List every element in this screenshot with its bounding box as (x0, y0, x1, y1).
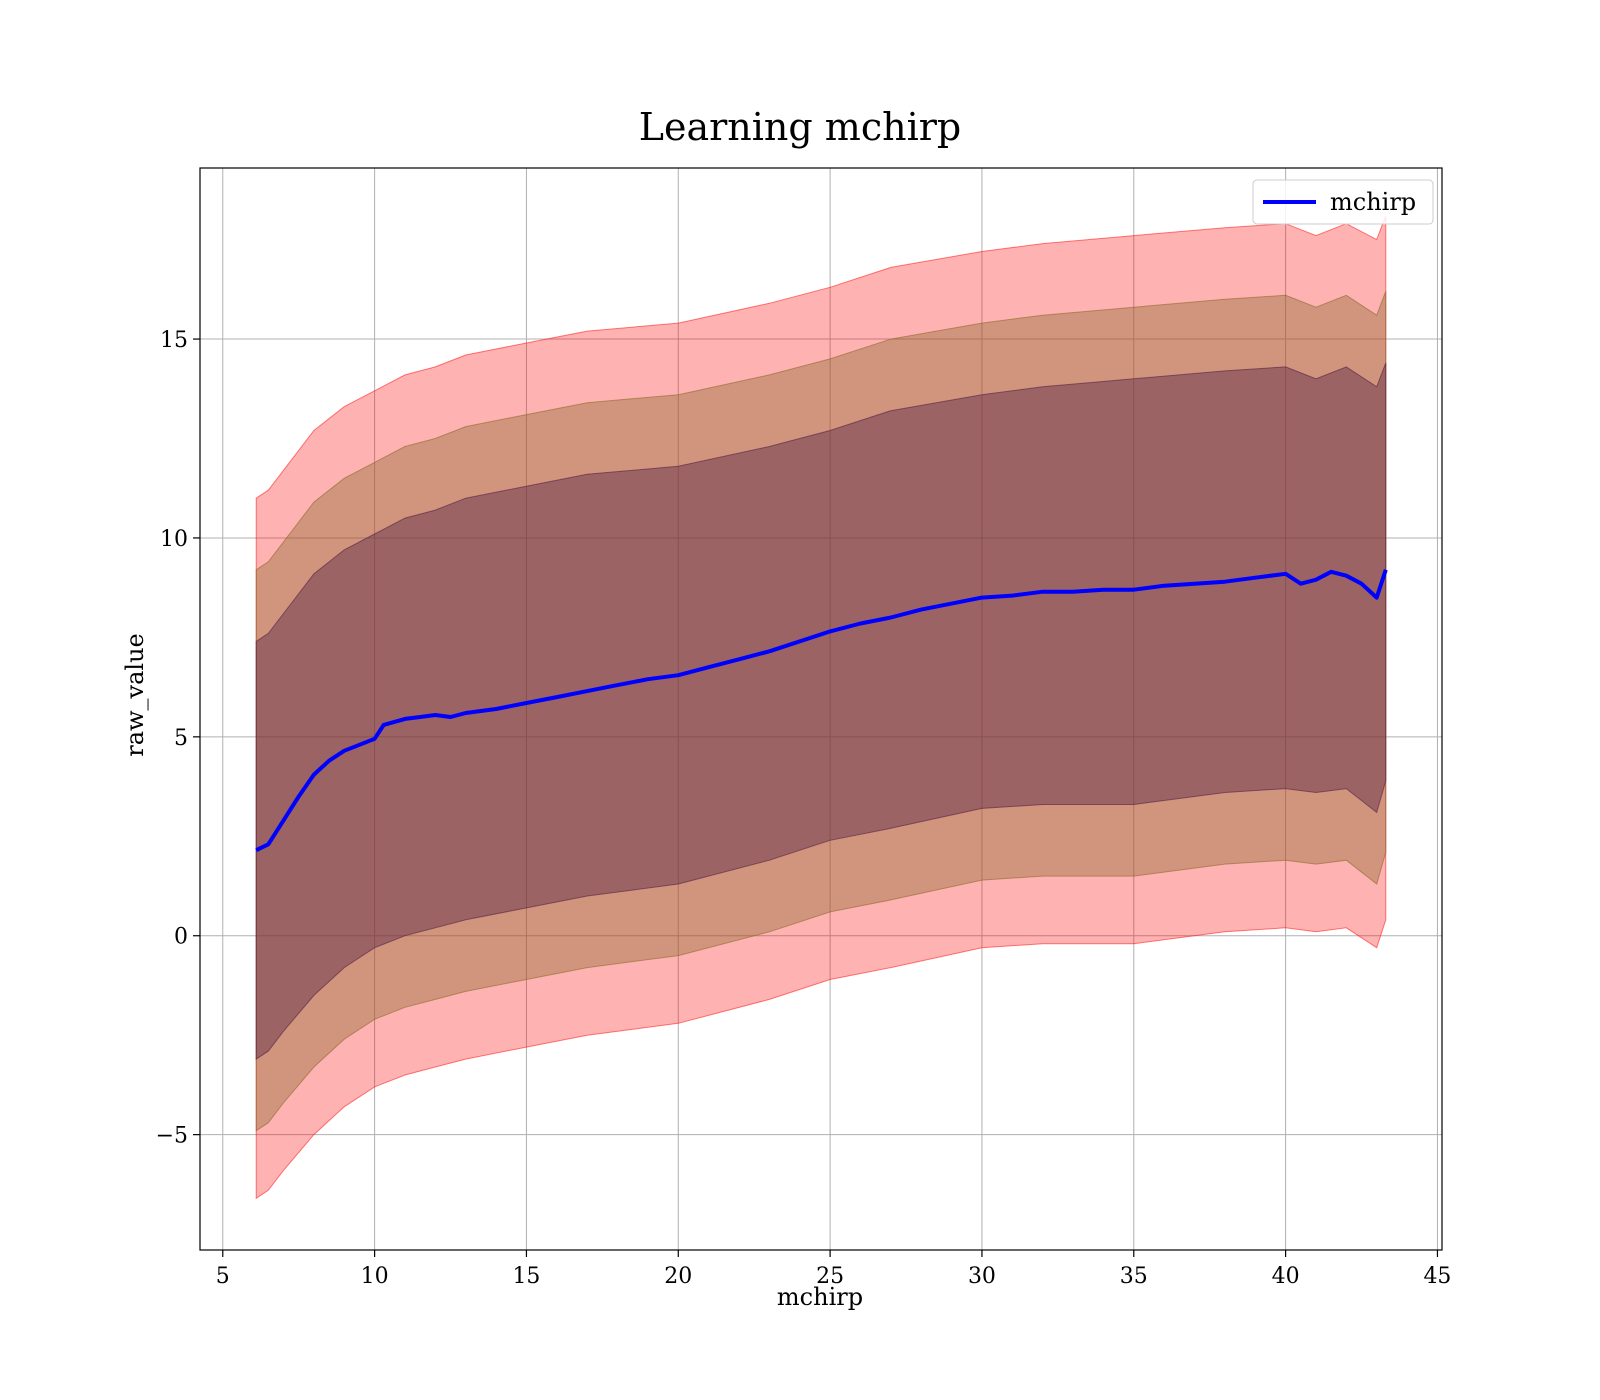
y-axis-ticks: −5 0 5 10 15 (156, 328, 200, 1149)
plot-frame (199, 167, 1443, 1251)
confidence-band-2 (255, 362, 1387, 1061)
legend: mchirp (1252, 179, 1434, 225)
y-tick-label: 10 (160, 527, 188, 552)
x-tick-label: 40 (1272, 1264, 1300, 1289)
y-tick-label: −5 (156, 1124, 188, 1149)
series-line-0 (255, 569, 1388, 852)
grid (200, 168, 1442, 1250)
x-tick-label: 10 (361, 1264, 389, 1289)
confidence-bands (255, 215, 1387, 1200)
y-tick-label: 15 (160, 328, 188, 353)
legend-box (1252, 179, 1434, 225)
x-tick-label: 20 (664, 1264, 692, 1289)
confidence-band-1 (255, 291, 1387, 1132)
chart-title: Learning mchirp (639, 105, 961, 149)
x-tick-label: 30 (968, 1264, 996, 1289)
legend-entry-label: mchirp (1330, 188, 1416, 216)
x-tick-label: 25 (816, 1264, 844, 1289)
y-tick-label: 0 (174, 925, 188, 950)
series-lines (255, 569, 1388, 852)
y-tick-label: 5 (174, 726, 188, 751)
confidence-band-0 (255, 215, 1387, 1200)
x-tick-label: 45 (1423, 1264, 1451, 1289)
x-tick-label: 5 (216, 1264, 230, 1289)
x-tick-label: 15 (512, 1264, 540, 1289)
x-axis-label: mchirp (777, 1283, 863, 1311)
x-axis-ticks: 5 10 15 20 25 30 35 40 45 (216, 1250, 1451, 1289)
x-tick-label: 35 (1120, 1264, 1148, 1289)
y-axis-label: raw_value (121, 633, 149, 757)
